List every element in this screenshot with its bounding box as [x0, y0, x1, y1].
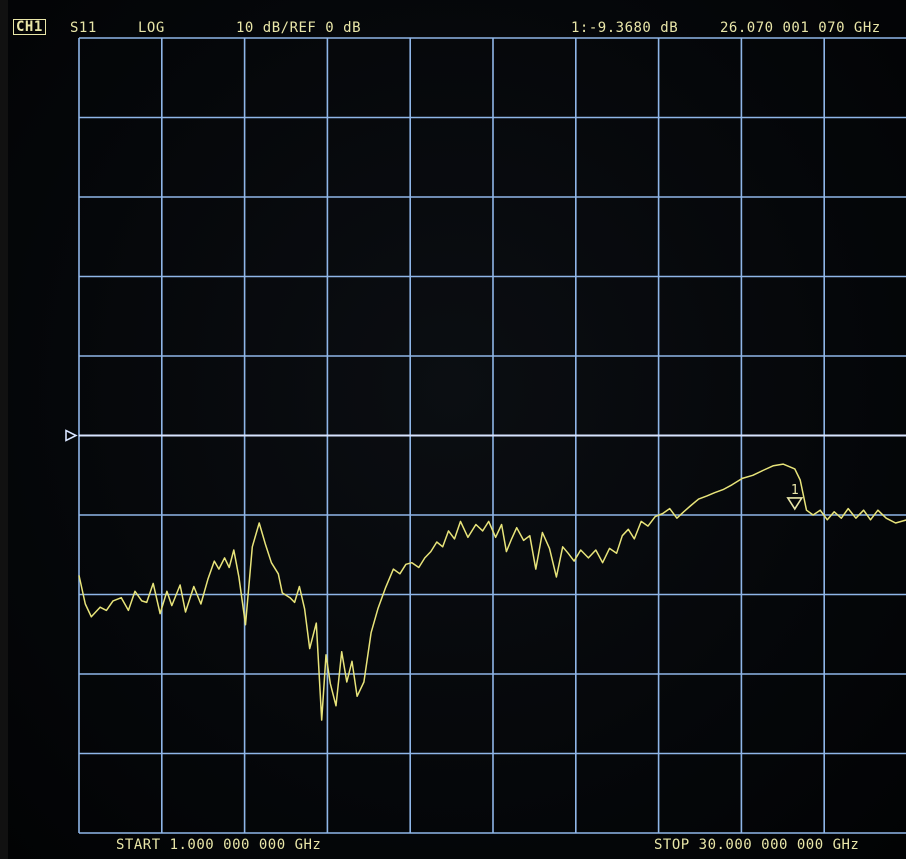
status-footer: START 1.000 000 000 GHz STOP 30.000 000 …	[0, 834, 906, 856]
marker-frequency: 26.070 001 070 GHz	[720, 20, 881, 36]
screen-bezel	[0, 0, 8, 859]
parameter-label: S11	[70, 20, 97, 36]
marker-layer: 1	[786, 483, 804, 511]
marker-readout: 1:-9.3680 dB	[571, 20, 679, 36]
reference-level-pointer	[65, 429, 78, 442]
scale-label: 10 dB/REF 0 dB	[236, 20, 362, 36]
marker-1-triangle	[786, 497, 804, 511]
marker-1-label: 1	[791, 483, 799, 498]
trace-line	[78, 463, 906, 721]
plot-grid	[65, 37, 906, 834]
start-frequency: START 1.000 000 000 GHz	[116, 837, 322, 853]
channel-indicator[interactable]: CH1	[13, 19, 46, 35]
trace-layer	[78, 463, 906, 721]
stop-frequency: STOP 30.000 000 000 GHz	[654, 837, 860, 853]
status-header: CH1 S11 LOG 10 dB/REF 0 dB 1:-9.3680 dB …	[0, 14, 906, 38]
format-label: LOG	[138, 20, 165, 36]
